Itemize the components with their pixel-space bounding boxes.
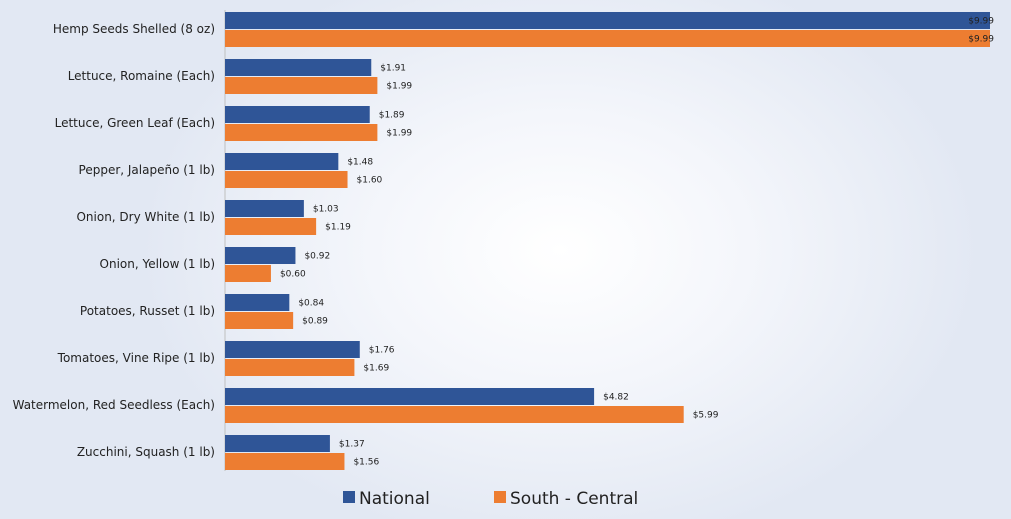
bar-south-central: [225, 453, 345, 470]
data-label: $0.84: [298, 299, 324, 309]
bar-national: [225, 59, 372, 76]
category-label: Lettuce, Romaine (Each): [68, 69, 215, 83]
legend-label-national: National: [359, 489, 430, 509]
bar-national: [225, 341, 360, 358]
bar-south-central: [225, 218, 317, 235]
bar-south-central: [225, 359, 355, 376]
data-label: $9.99: [968, 35, 994, 45]
category-label: Pepper, Jalapeño (1 lb): [79, 163, 215, 177]
data-label: $1.91: [380, 64, 406, 74]
bar-national: [225, 388, 595, 405]
data-label: $1.89: [379, 111, 405, 121]
bar-south-central: [225, 124, 378, 141]
bars-layer: [225, 12, 990, 470]
data-label: $1.37: [339, 440, 365, 450]
data-label: $1.03: [313, 205, 339, 215]
data-label: $5.99: [693, 411, 719, 421]
data-label: $9.99: [968, 17, 994, 27]
category-label: Watermelon, Red Seedless (Each): [13, 398, 215, 412]
labels-layer: Hemp Seeds Shelled (8 oz) $9.99 $9.99 Lettu…: [13, 17, 995, 468]
bar-south-central: [225, 406, 684, 423]
bar-south-central: [225, 171, 348, 188]
data-label: $1.48: [347, 158, 373, 168]
bar-national: [225, 12, 990, 29]
bar-south-central: [225, 30, 990, 47]
bar-south-central: [225, 312, 294, 329]
data-label: $1.99: [386, 129, 412, 139]
legend-label-south-central: South - Central: [510, 489, 638, 509]
data-label: $1.19: [325, 223, 351, 233]
legend-swatch-national: [343, 491, 355, 503]
data-label: $1.56: [353, 458, 379, 468]
category-label: Tomatoes, Vine Ripe (1 lb): [57, 351, 215, 365]
bar-national: [225, 200, 304, 217]
data-label: $0.92: [304, 252, 330, 262]
data-label: $1.69: [363, 364, 389, 374]
bar-national: [225, 247, 296, 264]
category-label: Hemp Seeds Shelled (8 oz): [53, 22, 215, 36]
category-label: Zucchini, Squash (1 lb): [77, 445, 215, 459]
data-label: $0.89: [302, 317, 328, 327]
category-label: Lettuce, Green Leaf (Each): [55, 116, 215, 130]
category-label: Onion, Yellow (1 lb): [100, 257, 215, 271]
bar-national: [225, 294, 290, 311]
bar-national: [225, 153, 339, 170]
legend: National South - Central: [343, 489, 638, 509]
data-label: $1.76: [369, 346, 395, 356]
bar-national: [225, 435, 330, 452]
bar-south-central: [225, 77, 378, 94]
category-label: Onion, Dry White (1 lb): [76, 210, 215, 224]
data-label: $0.60: [280, 270, 306, 280]
bar-national: [225, 106, 370, 123]
bar-south-central: [225, 265, 271, 282]
data-label: $4.82: [603, 393, 629, 403]
category-label: Potatoes, Russet (1 lb): [80, 304, 215, 318]
data-label: $1.99: [386, 82, 412, 92]
data-label: $1.60: [357, 176, 383, 186]
legend-swatch-south-central: [494, 491, 506, 503]
